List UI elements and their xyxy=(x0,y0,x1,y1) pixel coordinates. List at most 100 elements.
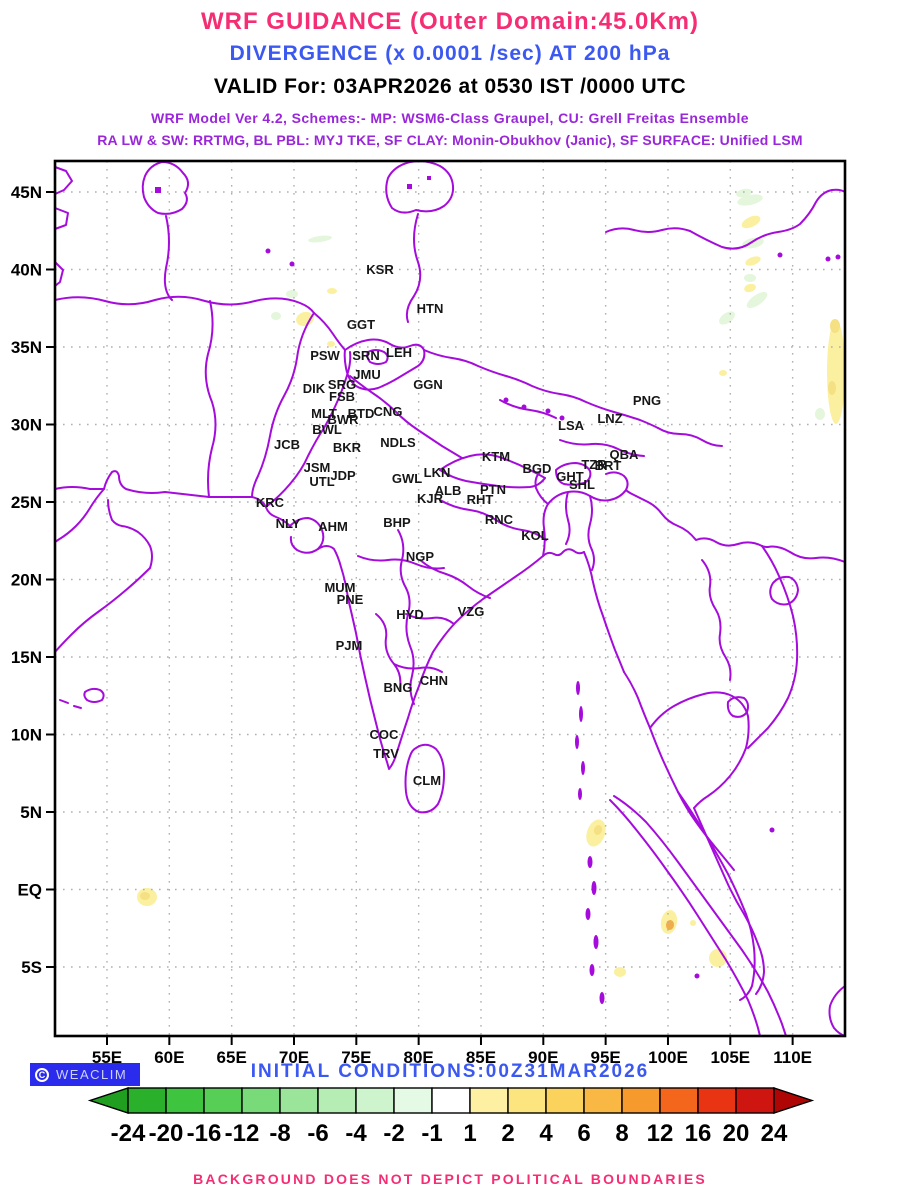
station-label: JDP xyxy=(330,468,356,483)
colorbar-tick-label: -4 xyxy=(345,1120,367,1147)
colorbar-tick-label: -16 xyxy=(187,1120,222,1147)
colorbar-segment xyxy=(203,1087,243,1114)
divergence-patch xyxy=(719,311,735,325)
station-label: PNG xyxy=(633,393,661,408)
station-label: BTD xyxy=(348,406,375,421)
station-label: BGD xyxy=(523,461,552,476)
colorbar-tick-label: -20 xyxy=(149,1120,184,1147)
station-label: LNZ xyxy=(597,411,622,426)
colorbar-segment xyxy=(659,1087,699,1114)
station-label: KSR xyxy=(366,262,394,277)
valid-time-line: VALID For: 03APR2026 at 0530 IST /0000 U… xyxy=(213,75,687,98)
colorbar-tick-label: 24 xyxy=(761,1120,788,1147)
station-label: LKN xyxy=(424,465,451,480)
divergence-patch xyxy=(744,283,756,293)
lat-label: 20N xyxy=(11,571,42,590)
chart-title: WRF GUIDANCE (Outer Domain:45.0Km) xyxy=(200,8,700,35)
lon-label: 100E xyxy=(648,1048,688,1067)
station-label: GGN xyxy=(413,377,443,392)
lon-label: 55E xyxy=(92,1048,122,1067)
station-label: KTM xyxy=(482,449,510,464)
divergence-colorbar: -24 -20 -16 -12 -8 -6 -4 -2 -1 1 2 4 6 8 12 16 20 24 xyxy=(87,1087,815,1147)
station-label: RNC xyxy=(485,512,514,527)
colorbar-tick-label: 20 xyxy=(723,1120,750,1147)
colorbar-tick-label: -24 xyxy=(111,1120,146,1147)
station-label: BWL xyxy=(312,422,342,437)
station-label: NLY xyxy=(276,516,301,531)
colorbar-tick-label: 6 xyxy=(577,1120,590,1147)
colorbar-segment xyxy=(621,1087,661,1114)
station-label: HYD xyxy=(396,607,423,622)
colorbar-segment xyxy=(241,1087,281,1114)
colorbar-segment xyxy=(545,1087,585,1114)
divergence-patch xyxy=(742,237,764,249)
divergence-patch xyxy=(140,892,150,900)
colorbar-segment xyxy=(165,1087,205,1114)
station-label: KRC xyxy=(256,495,285,510)
lon-label: 85E xyxy=(466,1048,496,1067)
divergence-patch xyxy=(327,288,337,294)
divergence-patch xyxy=(741,215,761,229)
divergence-patch xyxy=(271,312,281,320)
station-label: UTL xyxy=(309,474,334,489)
model-config-line2: RA LW & SW: RRTMG, BL PBL: MYJ TKE, SF C… xyxy=(97,132,803,148)
divergence-patch xyxy=(737,194,763,206)
lon-label: 60E xyxy=(154,1048,184,1067)
colorbar-tick-label: 2 xyxy=(501,1120,514,1147)
lon-label: 105E xyxy=(710,1048,750,1067)
lon-label: 80E xyxy=(404,1048,434,1067)
station-label: SRN xyxy=(352,348,379,363)
divergence-patch xyxy=(286,290,298,298)
colorbar-arrow-low xyxy=(87,1087,129,1114)
lat-label: 40N xyxy=(11,261,42,280)
station-label: GHT xyxy=(556,469,584,484)
station-label: SRG xyxy=(328,377,356,392)
lat-label: 15N xyxy=(11,648,42,667)
initial-conditions-line: INITIAL CONDITIONS:00Z31MAR2026 xyxy=(250,1061,650,1082)
station-label: PSW xyxy=(310,348,340,363)
lon-label: 95E xyxy=(591,1048,621,1067)
station-label: LEH xyxy=(386,345,412,360)
chart-subtitle: DIVERGENCE (x 0.0001 /sec) AT 200 hPa xyxy=(229,42,671,65)
station-label: KJR xyxy=(417,491,444,506)
colorbar-segment xyxy=(279,1087,319,1114)
lat-label: EQ xyxy=(17,881,42,900)
geographic-boundaries xyxy=(54,160,846,1037)
station-label: BNG xyxy=(384,680,413,695)
station-label: HTN xyxy=(417,301,444,316)
station-label: JCB xyxy=(274,437,300,452)
divergence-patch xyxy=(745,256,761,266)
colorbar-tick-label: -6 xyxy=(307,1120,328,1147)
station-label: VZG xyxy=(458,604,485,619)
colorbar-segment xyxy=(583,1087,623,1114)
station-label: RHT xyxy=(467,492,494,507)
colorbar-segment xyxy=(469,1087,509,1114)
divergence-shading xyxy=(137,188,845,977)
lon-label: 65E xyxy=(217,1048,247,1067)
colorbar-segment xyxy=(507,1087,547,1114)
station-label: PJM xyxy=(336,638,363,653)
copyright-circle-icon: C xyxy=(35,1067,49,1082)
station-label: AHM xyxy=(318,519,348,534)
divergence-patch xyxy=(719,370,727,376)
divergence-patch xyxy=(296,311,314,327)
station-label: PTN xyxy=(480,482,506,497)
station-label: QBA xyxy=(610,447,640,462)
lon-label: 75E xyxy=(341,1048,371,1067)
longitude-axis-labels: 55E 60E 65E 70E 75E 80E 85E 90E 95E 100E 105E 110E xyxy=(92,1048,812,1067)
station-label: NDLS xyxy=(380,435,416,450)
station-label: CHN xyxy=(420,673,448,688)
station-label: LSA xyxy=(558,418,585,433)
station-label: SHL xyxy=(569,477,595,492)
station-label: GGT xyxy=(347,317,375,332)
colorbar-tick-label: 1 xyxy=(463,1120,476,1147)
divergence-patch xyxy=(828,381,836,395)
lat-label: 25N xyxy=(11,493,42,512)
divergence-patch xyxy=(690,920,696,926)
station-label: KOL xyxy=(521,528,549,543)
divergence-patch xyxy=(736,188,752,198)
colorbar-segment xyxy=(735,1087,775,1114)
divergence-patch xyxy=(744,274,756,282)
